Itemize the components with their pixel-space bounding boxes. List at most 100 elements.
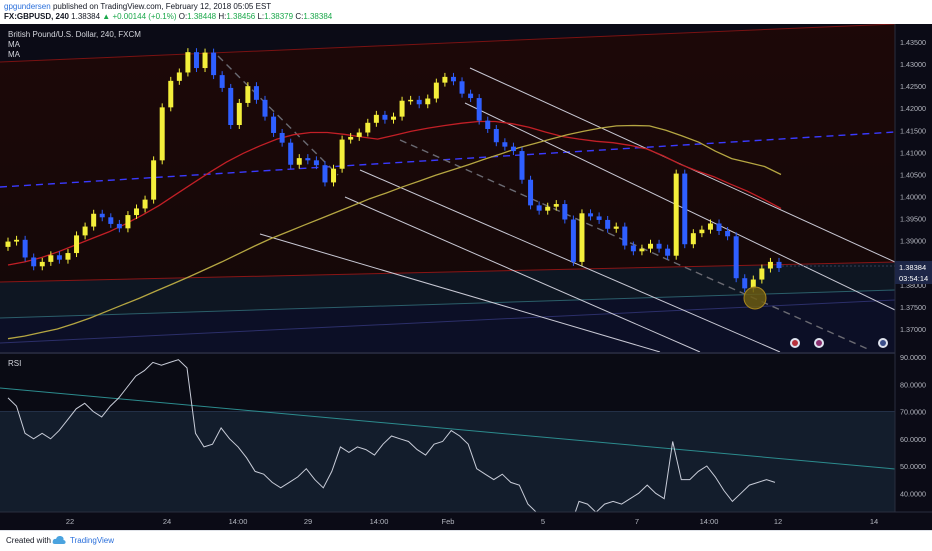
event-flag-icon-3[interactable]: [878, 338, 888, 348]
candle-body: [91, 213, 97, 227]
candle-body: [365, 122, 371, 133]
red-channel-bottom: [0, 261, 896, 283]
candle-body: [579, 213, 585, 262]
candle-body: [570, 219, 576, 262]
tradingview-brand-link[interactable]: TradingView: [70, 536, 115, 545]
publish-line: gpgundersen published on TradingView.com…: [4, 2, 271, 11]
price-tick-label: 1.42500: [900, 82, 926, 91]
candle-body: [682, 173, 688, 245]
tradingview-cloud-icon: [52, 535, 66, 544]
rsi-band-fill: [0, 411, 895, 521]
time-tick-label: 14:00: [370, 517, 389, 526]
low-label: L:: [257, 12, 265, 21]
candle-body: [776, 261, 782, 269]
candle-body: [382, 114, 388, 120]
candle-body: [193, 52, 199, 69]
price-tick-label: 1.43000: [900, 60, 926, 69]
rsi-tick-label: 60.0000: [900, 435, 926, 444]
time-tick-label: 14:00: [700, 517, 719, 526]
candle-body: [65, 253, 71, 260]
candle-body: [613, 226, 619, 229]
candle-body: [562, 204, 568, 220]
candle-body: [630, 245, 636, 252]
candle-body: [108, 217, 114, 224]
candle-body: [228, 87, 234, 126]
chart-area[interactable]: British Pound/U.S. Dollar, 240, FXCM MA …: [0, 23, 932, 530]
time-tick-label: 7: [635, 517, 639, 526]
highlight-circle: [743, 286, 767, 310]
candle-body: [639, 248, 645, 252]
red-channel-top: [0, 23, 896, 63]
price-change: ▲ +0.00144 (+0.1%): [102, 12, 177, 21]
candle-body: [408, 99, 414, 102]
open-label: O:: [178, 12, 188, 21]
time-tick-label: Feb: [442, 517, 455, 526]
rsi-tick-label: 40.0000: [900, 489, 926, 498]
high-value: 1.38456: [226, 12, 256, 21]
price-tick-label: 1.37000: [900, 325, 926, 334]
price-tag: [895, 261, 932, 284]
candle-body: [742, 278, 748, 289]
price-tick-label: 1.41500: [900, 126, 926, 135]
teal-zone-fill: [0, 262, 895, 318]
candle-body: [485, 120, 491, 129]
candle-body: [356, 132, 362, 137]
price-tick-label: 1.38000: [900, 281, 926, 290]
chart-canvas[interactable]: British Pound/U.S. Dollar, 240, FXCM MA …: [0, 23, 932, 530]
candle-body: [31, 257, 37, 267]
event-flag-icon-2[interactable]: [814, 338, 824, 348]
candle-body: [707, 223, 713, 230]
candle-body: [22, 239, 28, 258]
close-value: 1.38384: [303, 12, 333, 21]
candle-body: [733, 236, 739, 279]
price-tick-label: 1.39000: [900, 237, 926, 246]
time-axis[interactable]: [0, 512, 932, 530]
candle-body: [750, 279, 756, 289]
candle-body: [622, 226, 628, 246]
candle-body: [716, 223, 722, 231]
rsi-tick-label: 80.0000: [900, 380, 926, 389]
channel-line-3: [359, 169, 781, 353]
candle-body: [399, 100, 405, 117]
candle-body: [699, 229, 705, 234]
candle-body: [433, 82, 439, 99]
candle-body: [476, 98, 482, 121]
candle-body: [673, 173, 679, 256]
candle-body: [236, 102, 242, 126]
candle-body: [14, 239, 20, 242]
symbol-label: FX:GBPUSD, 240: [4, 12, 69, 21]
candle-body: [690, 233, 696, 245]
published-text: published on TradingView.com, February 1…: [52, 2, 272, 11]
candle-body: [493, 128, 499, 143]
rsi-line: [7, 359, 776, 527]
author-link[interactable]: gpgundersen: [4, 2, 51, 11]
candle-body: [5, 241, 11, 247]
candle-body: [219, 75, 225, 88]
gray-dashed-line-1: [217, 55, 339, 176]
price-tick-label: 1.41000: [900, 148, 926, 157]
ma2-legend: MA: [8, 50, 21, 59]
candle-body: [605, 219, 611, 229]
candle-body: [759, 268, 765, 280]
candle-body: [391, 116, 396, 120]
rsi-tick-label: 70.0000: [900, 408, 926, 417]
channel-line-4: [344, 196, 701, 353]
candle-body: [279, 132, 285, 143]
blue-channel-line: [0, 299, 896, 344]
candle-body: [648, 243, 653, 249]
candle-body: [211, 52, 217, 76]
high-label: H:: [218, 12, 227, 21]
candle-body: [185, 52, 191, 73]
candle-body: [442, 76, 448, 83]
candle-body: [553, 204, 559, 207]
candle-body: [767, 261, 773, 269]
time-tick-label: 12: [774, 517, 782, 526]
candle-body: [56, 255, 62, 260]
footer: Created with TradingView: [0, 530, 932, 551]
pane-separator[interactable]: [0, 352, 932, 354]
last-price: 1.38384: [71, 12, 101, 21]
candle-body: [48, 255, 54, 262]
candle-body: [416, 99, 422, 105]
event-flag-icon-1[interactable]: [790, 338, 800, 348]
gray-dashed-line-2: [399, 139, 871, 351]
